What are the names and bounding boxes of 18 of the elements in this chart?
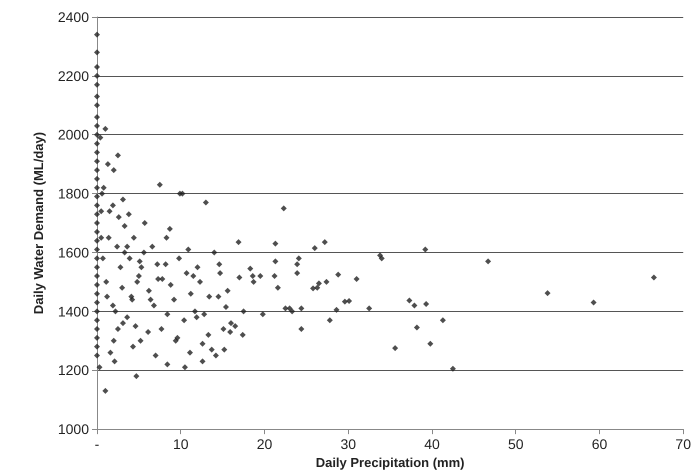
y-tick-label: 1200 — [58, 362, 90, 378]
x-tick-label: - — [94, 436, 100, 452]
x-tick-label: 20 — [256, 436, 272, 452]
x-axis-title: Daily Precipitation (mm) — [316, 455, 465, 470]
x-tick-label: 70 — [675, 436, 692, 452]
x-tick-label: 30 — [340, 436, 356, 452]
y-axis-title: Daily Water Demand (ML/day) — [31, 132, 46, 314]
x-tick-label: 40 — [424, 436, 440, 452]
y-tick-label: 1400 — [58, 303, 90, 320]
y-tick-label: 2200 — [58, 68, 90, 84]
y-tick-label: 2400 — [58, 9, 90, 25]
y-tick-label: 1800 — [58, 186, 90, 202]
x-tick-label: 10 — [172, 436, 189, 452]
x-tick-label: 60 — [592, 436, 608, 452]
y-tick-label: 1000 — [58, 421, 90, 438]
y-tick-label: 1600 — [58, 244, 90, 260]
x-tick-label: 50 — [508, 436, 524, 452]
y-tick-label: 2000 — [58, 126, 90, 143]
